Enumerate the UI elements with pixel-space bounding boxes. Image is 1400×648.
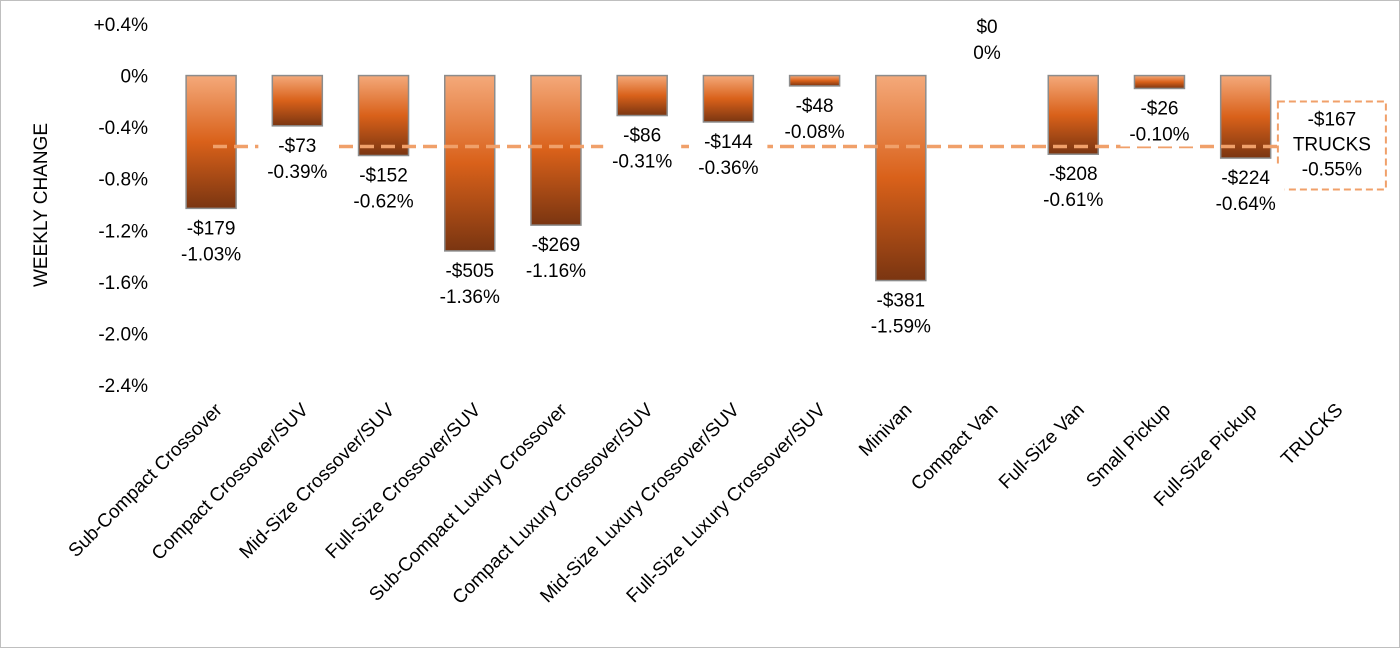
x-category-label: Compact Crossover/SUV <box>148 399 313 564</box>
data-label-dollar: -$73 <box>278 136 316 157</box>
reference-pct-label: -0.55% <box>1302 159 1362 180</box>
x-category-label: Small Pickup <box>1082 400 1175 493</box>
bars <box>185 74 1272 282</box>
data-label-percent: -1.59% <box>871 317 931 338</box>
data-label-background <box>689 127 768 180</box>
x-category-label: Mid-Size Crossover/SUV <box>236 399 400 563</box>
data-label-background <box>1120 94 1199 147</box>
data-label-background <box>344 161 423 214</box>
data-label-dollar: -$381 <box>877 291 926 312</box>
data-label-dollar: -$269 <box>532 235 581 256</box>
bar <box>1047 74 1099 155</box>
y-tick-label: -0.4% <box>98 118 148 139</box>
data-label-background <box>516 231 595 284</box>
data-label-percent: -0.64% <box>1216 194 1276 215</box>
data-label-dollar: -$505 <box>445 261 494 282</box>
data-label-percent: -0.36% <box>698 158 758 179</box>
data-label-percent: -0.61% <box>1043 190 1103 211</box>
bar <box>702 74 755 123</box>
data-label-background <box>948 13 1027 65</box>
y-tick-label: -0.8% <box>98 170 148 191</box>
data-label-percent: 0% <box>973 43 1001 64</box>
data-label-percent: -1.36% <box>440 287 500 308</box>
reference-label-box <box>1276 100 1387 191</box>
y-axis-title: WEEKLY CHANGE <box>31 123 52 287</box>
reference-name-label: TRUCKS <box>1293 134 1371 155</box>
data-label-background <box>172 214 251 267</box>
y-tick-label: -1.6% <box>98 273 148 294</box>
data-label-dollar: $0 <box>976 17 997 38</box>
data-labels: -$179 -1.03% -$73 -0.39% -$152 -0.62% -$505 -1.… <box>172 13 1285 339</box>
data-label-percent: -0.31% <box>612 152 672 173</box>
data-label-percent: -1.03% <box>181 244 241 265</box>
x-category-label: Full-Size Crossover/SUV <box>322 399 486 563</box>
y-axis: +0.4% 0% -0.4% -0.8% -1.2% -1.6% -2.0% -2.4% <box>94 15 149 397</box>
data-label-background <box>861 286 940 339</box>
data-label-background <box>430 256 509 309</box>
bar <box>530 74 582 226</box>
x-category-label: Compact Van <box>907 400 1002 495</box>
data-label-percent: -0.08% <box>785 122 845 143</box>
bar <box>616 74 668 117</box>
data-label-background <box>1034 160 1113 213</box>
bar <box>185 74 237 210</box>
data-label-dollar: -$26 <box>1140 98 1178 119</box>
bar <box>357 74 410 157</box>
data-label-dollar: -$86 <box>623 126 661 147</box>
data-label-background <box>1206 164 1285 217</box>
data-label-background <box>603 121 682 174</box>
bar <box>1219 74 1272 159</box>
bar <box>875 74 927 282</box>
y-tick-label: -2.4% <box>98 376 148 397</box>
data-label-dollar: -$144 <box>704 132 753 153</box>
bar <box>444 74 496 252</box>
data-label-percent: -0.10% <box>1129 124 1189 145</box>
data-label-background <box>258 131 337 184</box>
data-label-dollar: -$48 <box>796 96 834 117</box>
y-tick-label: -2.0% <box>98 324 148 345</box>
y-tick-label: -1.2% <box>98 221 148 242</box>
data-label-percent: -1.16% <box>526 261 586 282</box>
bar <box>271 74 324 127</box>
data-label-background <box>775 91 854 144</box>
data-label-dollar: -$179 <box>187 218 236 239</box>
x-category-label: Minivan <box>855 400 916 461</box>
x-category-label: TRUCKS <box>1277 400 1347 470</box>
y-tick-label: +0.4% <box>94 15 149 36</box>
data-label-dollar: -$208 <box>1049 164 1098 185</box>
data-label-dollar: -$224 <box>1221 168 1270 189</box>
data-label-dollar: -$152 <box>359 166 408 187</box>
reference-line-group: -$167 TRUCKS -0.55% <box>213 100 1387 191</box>
x-category-label: Sub-Compact Crossover <box>65 399 227 561</box>
reference-dollar-label: -$167 <box>1308 109 1357 130</box>
y-tick-label: 0% <box>121 67 149 88</box>
data-label-percent: -0.39% <box>267 162 327 183</box>
data-label-percent: -0.62% <box>353 192 413 213</box>
bar <box>788 74 841 87</box>
bar <box>1133 74 1186 90</box>
x-category-label: Full-Size Van <box>995 400 1089 494</box>
